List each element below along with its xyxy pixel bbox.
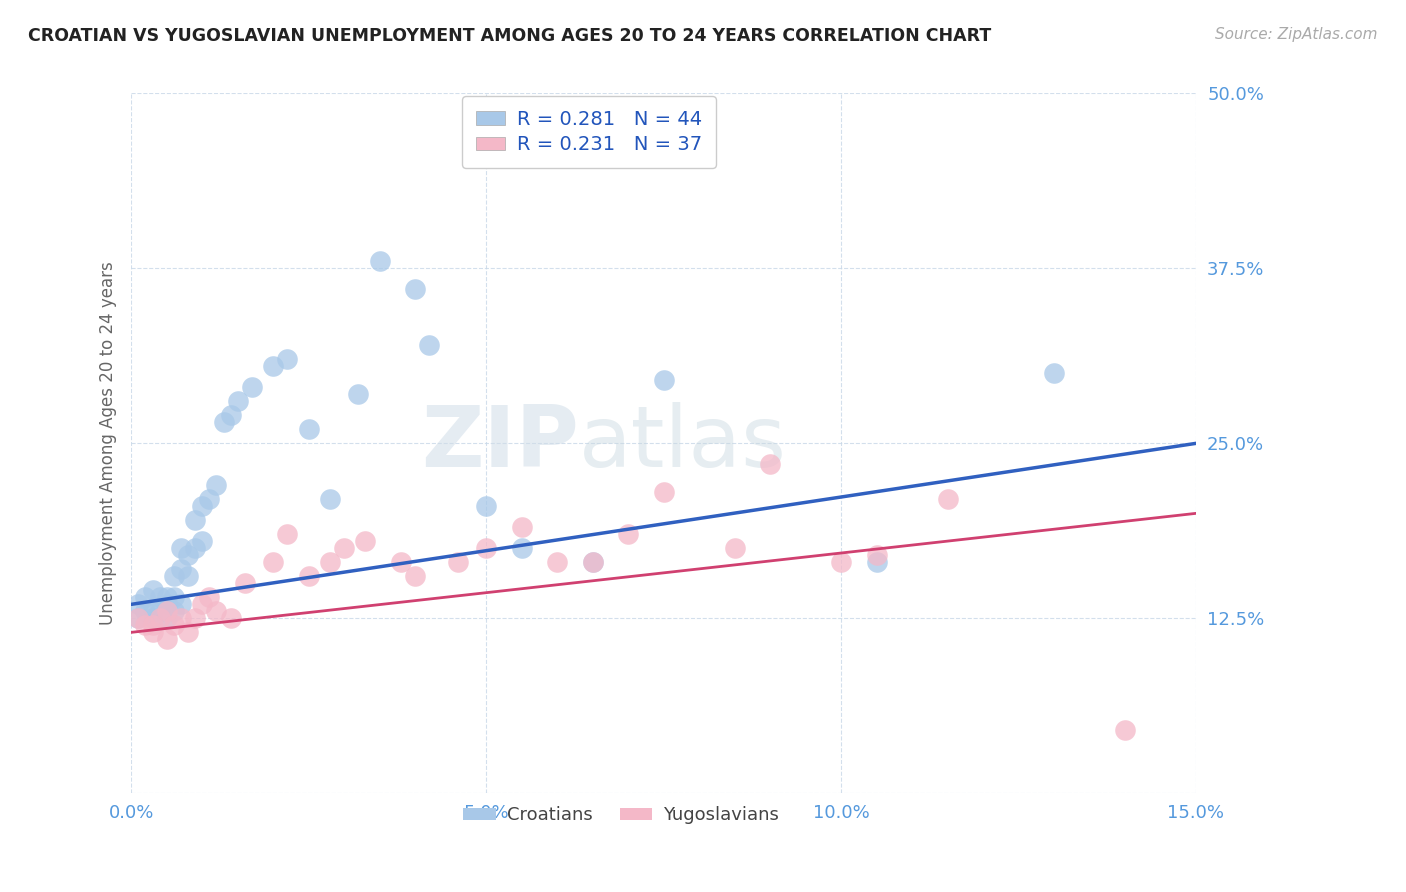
Point <box>865 549 887 563</box>
Point <box>134 618 156 632</box>
Point <box>127 611 149 625</box>
Point <box>170 562 193 576</box>
Point <box>127 611 149 625</box>
Point <box>149 591 172 605</box>
Point <box>262 359 284 374</box>
Point <box>191 598 214 612</box>
Point <box>447 555 470 569</box>
Point <box>163 604 186 618</box>
Point <box>652 373 675 387</box>
Point <box>205 604 228 618</box>
Point <box>510 541 533 556</box>
Text: ZIP: ZIP <box>420 402 578 485</box>
Point <box>368 254 391 268</box>
Point <box>723 541 745 556</box>
Point <box>219 611 242 625</box>
Point <box>184 513 207 527</box>
Point <box>156 591 179 605</box>
Point <box>1043 367 1066 381</box>
Point <box>219 409 242 423</box>
Point <box>233 576 256 591</box>
Point <box>149 604 172 618</box>
Point <box>177 549 200 563</box>
Text: CROATIAN VS YUGOSLAVIAN UNEMPLOYMENT AMONG AGES 20 TO 24 YEARS CORRELATION CHART: CROATIAN VS YUGOSLAVIAN UNEMPLOYMENT AMO… <box>28 27 991 45</box>
Point <box>347 387 370 401</box>
Point <box>475 500 498 514</box>
Point <box>404 569 426 583</box>
Point <box>141 618 163 632</box>
Point <box>170 598 193 612</box>
Point <box>205 478 228 492</box>
Point <box>177 569 200 583</box>
Legend: Croatians, Yugoslavians: Croatians, Yugoslavians <box>454 797 787 833</box>
Point <box>475 541 498 556</box>
Point <box>830 555 852 569</box>
Point <box>240 380 263 394</box>
Point <box>404 282 426 296</box>
Point <box>127 598 149 612</box>
Point <box>170 611 193 625</box>
Point <box>319 492 342 507</box>
Point <box>191 534 214 549</box>
Point <box>546 555 568 569</box>
Point <box>319 555 342 569</box>
Point <box>354 534 377 549</box>
Point <box>177 625 200 640</box>
Point <box>134 604 156 618</box>
Point <box>141 583 163 598</box>
Point <box>389 555 412 569</box>
Point <box>156 598 179 612</box>
Point <box>141 625 163 640</box>
Y-axis label: Unemployment Among Ages 20 to 24 years: Unemployment Among Ages 20 to 24 years <box>100 261 117 625</box>
Point <box>141 604 163 618</box>
Point <box>212 415 235 429</box>
Point <box>865 555 887 569</box>
Point <box>198 492 221 507</box>
Point <box>191 500 214 514</box>
Point <box>276 352 298 367</box>
Text: Source: ZipAtlas.com: Source: ZipAtlas.com <box>1215 27 1378 42</box>
Point <box>198 591 221 605</box>
Point <box>333 541 356 556</box>
Point <box>617 527 640 541</box>
Point <box>156 611 179 625</box>
Point <box>184 611 207 625</box>
Point <box>936 492 959 507</box>
Point <box>652 485 675 500</box>
Point <box>134 591 156 605</box>
Point <box>156 604 179 618</box>
Point <box>184 541 207 556</box>
Point <box>759 458 782 472</box>
Point <box>262 555 284 569</box>
Point <box>156 632 179 647</box>
Point <box>582 555 605 569</box>
Point <box>163 569 186 583</box>
Point <box>226 394 249 409</box>
Text: atlas: atlas <box>578 402 786 485</box>
Point <box>276 527 298 541</box>
Point <box>418 338 440 352</box>
Point <box>141 611 163 625</box>
Point <box>170 541 193 556</box>
Point <box>1114 723 1136 738</box>
Point <box>298 422 321 436</box>
Point <box>510 520 533 534</box>
Point <box>163 591 186 605</box>
Point <box>582 555 605 569</box>
Point <box>163 618 186 632</box>
Point <box>149 611 172 625</box>
Point <box>298 569 321 583</box>
